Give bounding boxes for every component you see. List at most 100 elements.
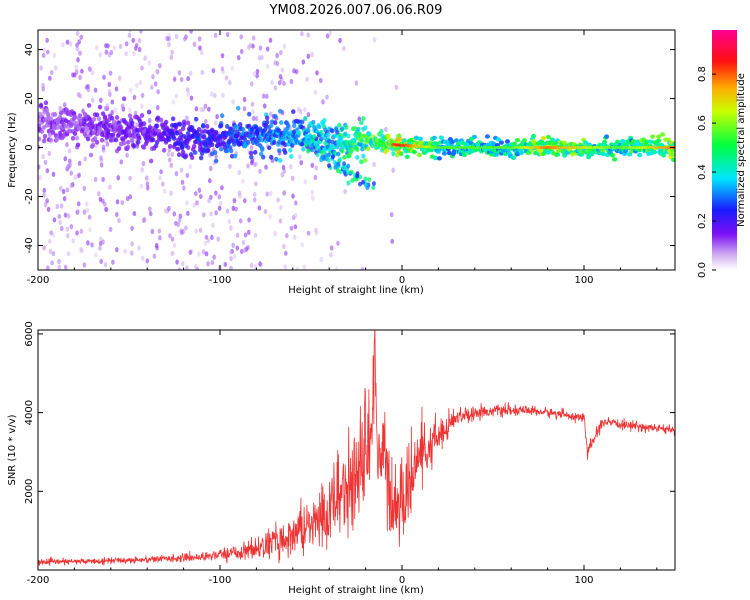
spectrogram-cell [273,120,278,126]
spectrogram-cell [342,170,347,176]
spectrogram-cell [268,213,272,219]
spectrogram-cell [131,143,137,149]
spectrogram-cell [510,155,516,161]
spectrogram-cell [163,119,169,125]
spectrogram-cell [98,245,102,251]
spectrogram-cell [78,74,82,80]
spectrogram-cell [361,116,366,121]
spectrogram-cell [293,224,298,230]
spectrogram-cell [207,197,211,204]
spectrogram-cell [68,41,73,47]
spectrogram-cell [52,217,57,223]
spectrogram-cell [359,159,364,165]
spectrogram-cell [207,178,212,184]
spectrogram-cell [299,160,304,166]
spectrogram-cell [99,236,103,242]
spectrogram-cell [280,172,285,178]
spectrogram-cell [231,242,235,248]
spectrogram-cell [278,218,283,224]
spectrogram-cell [43,100,49,106]
spectrogram-cell [58,110,64,116]
spectrogram-cell [389,211,394,218]
spectrogram-cell [38,136,42,142]
colorbar-tick-label: 0.8 [697,66,708,82]
spectrogram-cell [313,89,318,95]
spectrogram-cell [62,196,67,202]
spectrogram-cell [189,155,195,161]
spectrogram-cell [327,163,332,169]
y-tick-label: -40 [24,237,35,253]
spectrogram-cell [107,52,112,58]
spectrogram-cell [205,147,211,153]
spectrogram-cell [310,51,314,58]
spectrogram-cell [76,208,80,214]
spectrogram-cell [260,147,265,153]
spectrogram-cell [342,154,347,160]
spectrogram-cell [157,228,162,234]
spectrogram-cell [384,126,388,133]
spectrogram-cell [186,91,191,97]
spectrogram-cell [102,74,106,80]
spectrogram-cell [332,160,337,165]
spectrogram-cell [198,45,202,51]
spectrogram-cell [371,181,376,186]
spectrogram-cell [99,162,104,168]
snr-marks [38,330,675,566]
spectrogram-cell [652,149,658,155]
spectrogram-cell [325,94,329,100]
spectrogram-cell [58,105,63,111]
spectrogram-cell [306,32,310,38]
spectrogram-cell [344,125,349,130]
spectrogram-cell [179,167,184,173]
spectrogram-cell [232,253,237,259]
spectrogram-cell [155,68,159,74]
spectrogram-cell [85,207,90,213]
spectrogram-cell [297,130,302,136]
spectrogram-cell [241,239,246,246]
spectrogram-cell [50,260,54,266]
spectrogram-cell [315,152,320,158]
spectrogram-cell [96,116,102,122]
spectrogram-cell [203,118,208,125]
spectrogram-cell [159,169,163,175]
spectrogram-cell [242,106,247,112]
spectrogram-cell [361,179,366,185]
spectrogram-cell [282,80,286,87]
spectrogram-cell [45,111,51,117]
spectrogram-cell [77,160,82,166]
spectrogram-cell [172,242,177,249]
spectrogram-cell [207,106,211,112]
spectrogram-cell [129,120,135,126]
spectrogram-cell [118,43,123,50]
spectrogram-cell [269,111,273,117]
spectrogram-cell [93,176,98,183]
spectrogram-cell [66,251,71,257]
spectrogram-cell [212,254,216,260]
spectrogram-cell [80,127,86,132]
spectrogram-cell [280,67,285,73]
spectrogram-cell [137,245,141,251]
spectrogram-cell [411,149,417,155]
spectrogram-cell [241,178,245,184]
spectrogram-cell [125,139,131,145]
spectrogram-cell [177,70,182,76]
spectrogram-cell [268,37,273,43]
spectrogram-cell [148,211,153,217]
spectrogram-cell [116,175,121,181]
spectrogram-cell [172,76,177,82]
spectrogram-cell [172,211,177,217]
spectrogram-cell [166,151,171,157]
spectrogram-cell [337,122,342,128]
spectrogram-cell [208,165,213,171]
spectrogram-cell [111,259,115,265]
spectrogram-cell [219,200,223,207]
spectrogram-cell [170,236,175,242]
spectrogram-cell [236,55,241,61]
spectrogram-cell [213,120,218,126]
spectrogram-cell [304,134,309,139]
spectrogram-cell [278,73,283,80]
spectrogram-cell [91,116,97,122]
snr-frame [37,329,676,571]
y-tick-label: 40 [24,43,35,56]
